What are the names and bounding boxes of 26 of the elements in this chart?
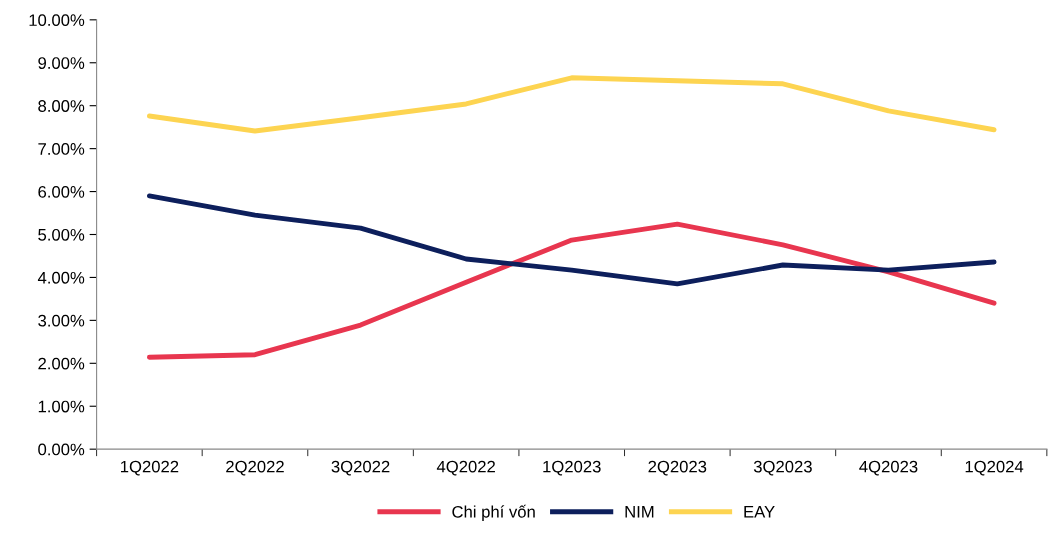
- x-tick-label: 3Q2022: [331, 460, 390, 476]
- x-tick-label: 2Q2023: [648, 460, 707, 476]
- y-tick-label: 3.00%: [38, 314, 85, 327]
- x-tick-label: 1Q2023: [543, 460, 601, 476]
- y-tick-label: 5.00%: [38, 228, 85, 241]
- legend-label: NIM: [625, 506, 654, 518]
- x-tick-label: 1Q2024: [965, 460, 1024, 476]
- x-tick-label: 4Q2022: [436, 460, 495, 476]
- x-tick-label: 2Q2022: [226, 460, 284, 476]
- y-tick-label: 4.00%: [37, 271, 85, 284]
- y-tick-label: 8.00%: [38, 100, 85, 112]
- y-tick-label: 9.00%: [38, 57, 85, 69]
- x-tick-label: 3Q2023: [753, 460, 812, 476]
- y-tick-label: 0.00%: [38, 443, 85, 456]
- x-tick-label: 1Q2022: [121, 460, 179, 476]
- y-tick-label: 6.00%: [38, 185, 85, 198]
- y-tick-label: 10.00%: [29, 14, 85, 27]
- line-series: [146, 193, 997, 287]
- y-tick-label: 7.00%: [38, 143, 85, 155]
- y-tick-label: 1.00%: [38, 400, 85, 413]
- x-tick-label: 4Q2023: [859, 460, 918, 476]
- y-tick-label: 2.00%: [38, 357, 85, 370]
- line-series: [146, 75, 997, 134]
- legend-label: Chi phí vốn: [452, 504, 535, 521]
- line-series: [146, 221, 997, 360]
- legend-label: EAY: [744, 506, 775, 518]
